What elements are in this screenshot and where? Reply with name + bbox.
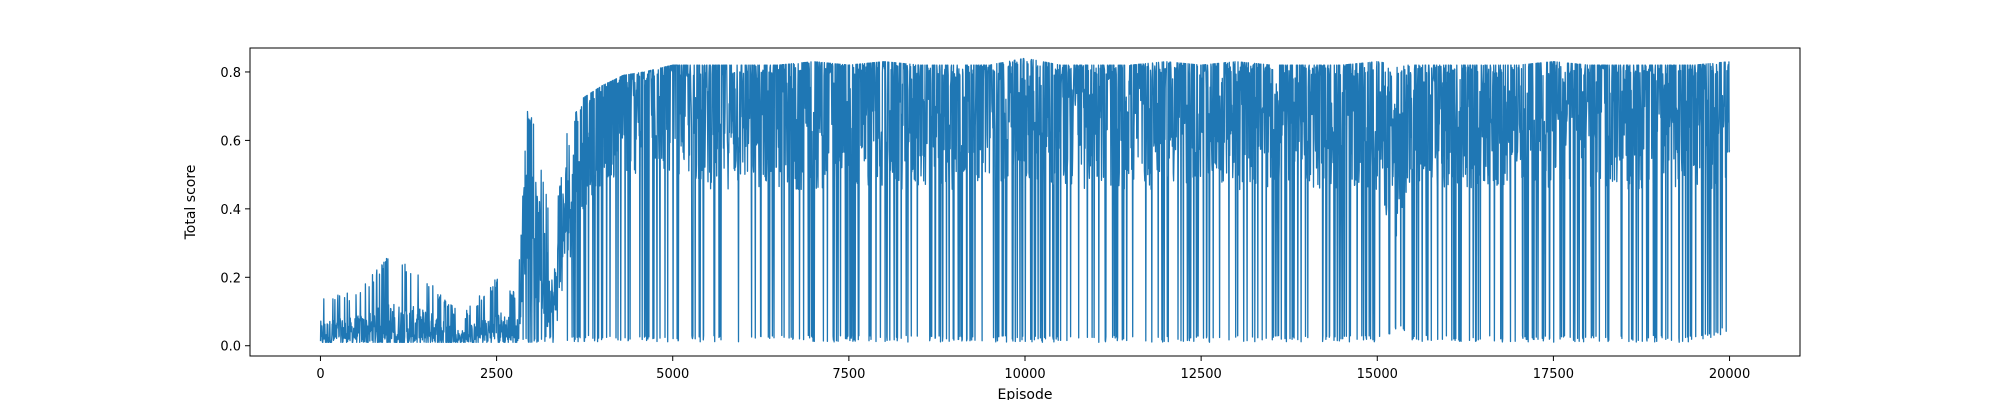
x-axis-label: Episode	[998, 387, 1053, 400]
x-tick-label: 2500	[480, 367, 513, 382]
y-tick-label: 0.0	[220, 340, 241, 355]
y-axis-label: Total score	[183, 165, 199, 241]
x-tick-label: 15000	[1357, 367, 1398, 382]
x-tick-label: 20000	[1709, 367, 1750, 382]
x-tick-label: 10000	[1004, 367, 1045, 382]
y-tick-label: 0.4	[220, 203, 241, 218]
series-line	[319, 57, 1731, 343]
y-tick-label: 0.2	[220, 271, 241, 286]
x-tick-label: 12500	[1180, 367, 1221, 382]
x-tick-label: 7500	[832, 367, 865, 382]
x-tick-label: 0	[316, 367, 324, 382]
x-axis-ticks: 0 2500 5000 7500 10000 12500 15000 17500 20000	[316, 356, 1750, 382]
plot-area	[319, 57, 1731, 343]
y-tick-label: 0.6	[220, 134, 241, 149]
y-axis-ticks: 0.0 0.2 0.4 0.6 0.8	[220, 66, 250, 355]
x-tick-label: 17500	[1533, 367, 1574, 382]
y-tick-label: 0.8	[220, 66, 241, 81]
x-tick-label: 5000	[656, 367, 689, 382]
